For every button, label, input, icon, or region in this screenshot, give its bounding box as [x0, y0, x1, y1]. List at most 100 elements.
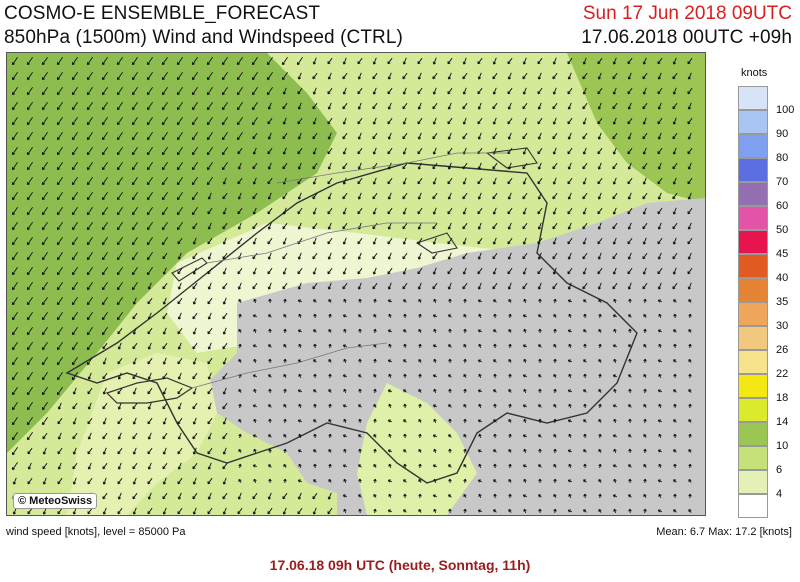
wind-arrow [57, 417, 63, 425]
wind-arrow [673, 493, 677, 499]
wind-arrow [462, 132, 468, 140]
wind-arrow [538, 344, 542, 348]
legend-swatch [738, 398, 768, 422]
wind-arrow [146, 102, 153, 111]
wind-arrow [71, 117, 78, 126]
wind-arrow [206, 162, 213, 171]
wind-arrow [432, 494, 437, 498]
wind-arrow [463, 418, 467, 424]
wind-arrow [597, 282, 602, 290]
wind-arrow [553, 508, 557, 514]
wind-arrow [358, 464, 362, 468]
wind-arrow [538, 434, 542, 438]
wind-arrow [268, 434, 272, 438]
wind-arrow [447, 147, 453, 155]
wind-arrow [417, 102, 422, 110]
wind-arrow [297, 299, 302, 303]
wind-arrow [192, 312, 198, 320]
wind-arrow [56, 387, 63, 396]
legend-swatch [738, 206, 768, 230]
wind-arrow [583, 389, 587, 393]
wind-arrow [582, 102, 588, 110]
legend-swatch [738, 278, 768, 302]
wind-arrow [433, 478, 437, 484]
wind-arrow [613, 388, 617, 394]
wind-arrow [297, 117, 303, 125]
wind-arrow [658, 403, 662, 409]
wind-arrow [447, 162, 452, 170]
wind-arrow [373, 328, 377, 334]
legend-swatch [738, 350, 768, 374]
wind-arrow [267, 207, 273, 215]
wind-arrow [628, 448, 632, 454]
wind-arrow [267, 147, 273, 155]
wind-arrow [26, 72, 33, 81]
wind-arrow [313, 359, 317, 363]
wind-arrow [327, 177, 333, 185]
wind-arrow [222, 477, 227, 485]
wind-arrow [432, 267, 437, 275]
wind-arrow [41, 342, 48, 351]
wind-arrow [432, 162, 438, 170]
wind-arrow [463, 358, 467, 364]
wind-arrow [403, 449, 407, 453]
wind-arrow [477, 87, 483, 95]
wind-arrow [86, 207, 93, 216]
wind-arrow [447, 177, 453, 185]
wind-arrow [313, 449, 317, 453]
wind-arrow [418, 373, 422, 379]
wind-arrow [673, 389, 677, 393]
wind-arrow [71, 282, 78, 291]
wind-arrow [191, 57, 198, 66]
wind-arrow [222, 357, 227, 365]
wind-arrow [283, 298, 287, 304]
wind-arrow [207, 237, 213, 245]
wind-arrow [162, 267, 167, 275]
wind-arrow [493, 403, 497, 409]
wind-arrow [387, 282, 392, 290]
wind-arrow [552, 162, 558, 170]
wind-arrow [313, 463, 317, 469]
wind-arrow [327, 252, 332, 260]
wind-arrow [672, 252, 678, 260]
wind-arrow [312, 57, 317, 65]
wind-arrow [522, 192, 528, 200]
wind-arrow [221, 162, 228, 171]
footer-stats: Mean: 6.7 Max: 17.2 [knots] [656, 526, 792, 538]
wind-arrow [628, 464, 632, 468]
wind-arrow [432, 147, 437, 155]
wind-arrow [71, 222, 78, 231]
wind-arrow [147, 297, 153, 305]
wind-arrow [297, 132, 302, 140]
wind-arrow [237, 192, 242, 200]
wind-arrow [132, 492, 138, 500]
wind-arrow [537, 72, 542, 80]
wind-arrow [132, 387, 137, 395]
wind-map[interactable]: © MeteoSwiss [6, 52, 706, 516]
wind-arrow [448, 464, 452, 468]
wind-arrow [627, 72, 632, 80]
wind-arrow [492, 282, 498, 290]
wind-arrow [86, 297, 93, 306]
wind-arrow [357, 177, 363, 185]
wind-arrow [643, 373, 647, 378]
wind-arrow [222, 207, 227, 215]
wind-arrow [568, 463, 572, 469]
wind-arrow [283, 343, 287, 348]
wind-arrow [507, 222, 512, 230]
legend-label: 80 [776, 152, 789, 164]
wind-arrow [161, 192, 168, 201]
wind-arrow [191, 192, 198, 201]
wind-arrow [688, 358, 692, 363]
wind-arrow [101, 327, 108, 336]
wind-arrow [101, 87, 108, 96]
field-title: 850hPa (1500m) Wind and Windspeed (CTRL) [4, 27, 403, 48]
wind-arrow [297, 192, 302, 200]
wind-arrow [177, 267, 183, 275]
wind-arrow [432, 404, 437, 408]
wind-arrow [11, 387, 18, 396]
wind-arrow [101, 312, 108, 321]
wind-arrow [101, 297, 108, 306]
wind-arrow [627, 207, 633, 215]
wind-arrow [688, 373, 692, 379]
